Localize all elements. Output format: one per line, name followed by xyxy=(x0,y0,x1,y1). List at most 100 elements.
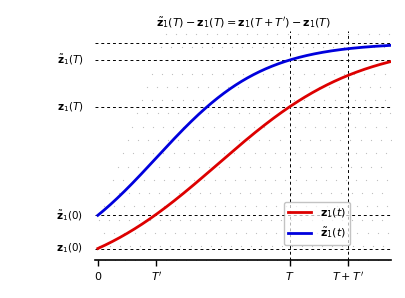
Point xyxy=(111,257,118,262)
Point xyxy=(193,31,199,36)
Point xyxy=(159,98,165,103)
Point xyxy=(291,151,298,156)
Point xyxy=(228,45,235,49)
Point xyxy=(181,231,188,235)
Point xyxy=(173,31,179,36)
Point xyxy=(217,217,223,222)
Point xyxy=(346,138,353,142)
Point xyxy=(139,124,145,129)
Point xyxy=(176,191,182,195)
Point xyxy=(380,71,387,76)
Point xyxy=(385,31,391,36)
Point xyxy=(162,257,168,262)
Point xyxy=(351,98,357,103)
Point xyxy=(215,111,221,116)
Point xyxy=(280,98,286,103)
Point xyxy=(262,231,269,235)
Point xyxy=(317,191,324,195)
Point xyxy=(247,244,254,249)
Point xyxy=(257,217,264,222)
Point xyxy=(101,257,108,262)
Point xyxy=(161,204,167,209)
Point xyxy=(134,138,141,142)
Point xyxy=(271,151,277,156)
Point xyxy=(141,231,148,235)
Point xyxy=(262,204,269,209)
Point xyxy=(242,204,248,209)
Point xyxy=(246,191,253,195)
Point xyxy=(119,151,126,156)
Point xyxy=(191,204,198,209)
Point xyxy=(196,191,202,195)
Point xyxy=(241,151,247,156)
Point xyxy=(147,244,153,249)
Point xyxy=(333,231,339,235)
Point xyxy=(162,31,169,36)
Point xyxy=(341,98,347,103)
Point xyxy=(296,164,303,169)
Point xyxy=(382,151,388,156)
Point xyxy=(215,164,222,169)
Point xyxy=(305,111,312,116)
Point xyxy=(144,111,150,116)
Point xyxy=(183,31,189,36)
Point xyxy=(337,191,344,195)
Point xyxy=(242,231,249,235)
Point xyxy=(260,124,267,129)
Point xyxy=(188,45,194,49)
Point xyxy=(167,244,173,249)
Point xyxy=(197,244,203,249)
Point xyxy=(139,98,145,103)
Point xyxy=(126,217,132,222)
Point xyxy=(312,178,318,182)
Point xyxy=(311,124,317,129)
Point xyxy=(187,244,193,249)
Point xyxy=(226,191,233,195)
Point xyxy=(179,98,185,103)
Point xyxy=(370,71,377,76)
Point xyxy=(157,244,163,249)
Point xyxy=(237,244,244,249)
Point xyxy=(221,178,227,182)
Point xyxy=(254,84,261,89)
Point xyxy=(358,244,365,249)
Point xyxy=(198,45,205,49)
Point xyxy=(171,204,177,209)
Point xyxy=(245,138,252,142)
Point xyxy=(249,71,256,76)
Point xyxy=(222,204,228,209)
Point xyxy=(140,178,147,182)
Point xyxy=(249,45,255,49)
Point xyxy=(209,71,215,76)
Point xyxy=(293,257,300,262)
Point xyxy=(376,111,383,116)
Point xyxy=(322,178,328,182)
Point xyxy=(198,71,205,76)
Point xyxy=(303,257,310,262)
Point xyxy=(320,98,327,103)
Point xyxy=(356,138,363,142)
Point xyxy=(186,217,193,222)
Point xyxy=(370,45,376,49)
Point xyxy=(290,71,296,76)
Point xyxy=(362,178,369,182)
Point xyxy=(145,164,151,169)
Point xyxy=(292,204,298,209)
Point xyxy=(116,244,123,249)
Point xyxy=(239,98,246,103)
Point xyxy=(358,191,364,195)
Point xyxy=(295,84,301,89)
Point xyxy=(100,204,107,209)
Point xyxy=(254,31,260,36)
Point xyxy=(373,204,379,209)
Point xyxy=(150,151,156,156)
Point xyxy=(195,164,202,169)
Point xyxy=(178,45,184,49)
Point xyxy=(272,204,278,209)
Point xyxy=(115,191,122,195)
Point xyxy=(125,191,132,195)
Point xyxy=(172,257,179,262)
Point xyxy=(239,45,245,49)
Point xyxy=(307,217,314,222)
Point xyxy=(327,164,333,169)
